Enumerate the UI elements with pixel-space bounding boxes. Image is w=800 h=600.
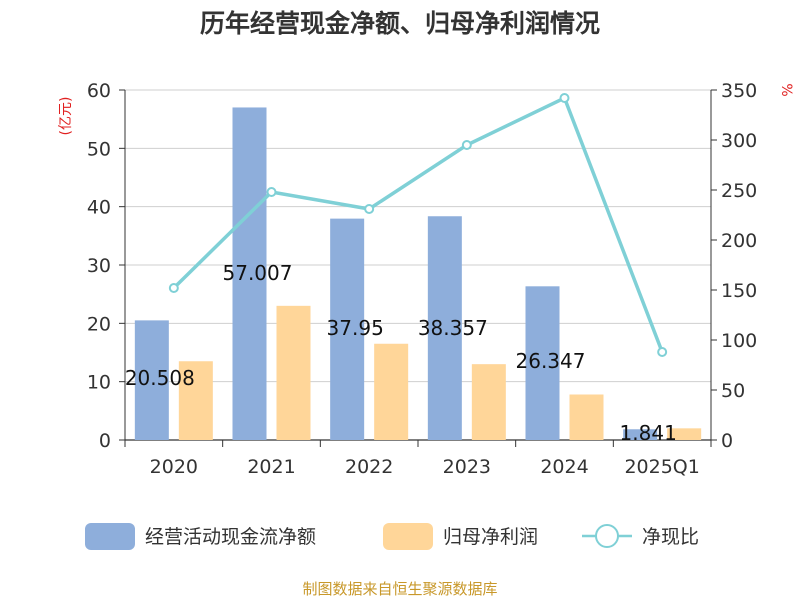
legend-label-0: 经营活动现金流净额: [145, 526, 316, 548]
right-tick-label: 0: [721, 430, 733, 452]
ratio-line-path: [172, 95, 664, 353]
right-tick-label: 100: [721, 330, 757, 352]
right-tick-label: 350: [721, 80, 757, 102]
right-tick-label: 250: [721, 180, 757, 202]
legend-label-2: 净现比: [642, 526, 699, 548]
data-label: 38.357: [418, 316, 488, 340]
data-label: 26.347: [516, 349, 586, 373]
legend-marker: [595, 524, 619, 548]
bar-0-1: [232, 107, 267, 440]
bar-1-2: [374, 343, 409, 440]
legend-label-1: 归母净利润: [443, 526, 538, 548]
data-labels: 20.508 57.007 37.95 38.357 26.347 1.841: [125, 261, 677, 445]
source-note: 制图数据来自恒生聚源数据库: [302, 580, 497, 598]
legend-swatch-1: [383, 523, 433, 550]
left-tick-label: 30: [87, 255, 111, 277]
ratio-point-1: [266, 187, 277, 197]
bar-1-4: [569, 394, 604, 440]
x-tick-label: 2022: [345, 456, 393, 478]
bar-0-3: [427, 216, 462, 440]
bar-1-3: [471, 364, 506, 440]
x-tick-label: 2024: [540, 456, 588, 478]
chart-title: 历年经营现金净额、归母净利润情况: [200, 9, 600, 38]
ratio-point-3: [461, 140, 472, 150]
gridlines: [125, 89, 711, 383]
legend: 经营活动现金流净额 归母净利润 净现比: [85, 523, 699, 550]
bar-1-5: [667, 428, 702, 440]
legend-swatch-0: [85, 523, 135, 550]
right-tick-label: 50: [721, 380, 745, 402]
right-axis-unit: %: [778, 83, 794, 96]
left-axis-unit: (亿元): [58, 97, 74, 136]
right-tick-label: 200: [721, 230, 757, 252]
ratio-line: [168, 93, 668, 357]
x-tick-label: 2020: [150, 456, 198, 478]
bar-0-0: [134, 320, 169, 440]
bar-0-5: [623, 429, 658, 440]
ratio-point-4: [559, 93, 570, 103]
left-tick-label: 40: [87, 197, 111, 219]
x-tick-label: 2021: [247, 456, 295, 478]
left-tick-label: 0: [99, 430, 111, 452]
left-tick-label: 20: [87, 313, 111, 335]
bar-1-1: [276, 305, 311, 440]
data-label: 37.95: [327, 316, 384, 340]
bar-1-0: [178, 361, 213, 440]
left-tick-label: 60: [87, 80, 111, 102]
left-tick-label: 50: [87, 138, 111, 160]
data-label: 20.508: [125, 366, 195, 390]
ratio-point-5: [657, 347, 668, 357]
right-tick-label: 150: [721, 280, 757, 302]
bars: [134, 107, 702, 440]
data-label: 57.007: [223, 261, 293, 285]
x-tick-label: 2025Q1: [624, 456, 699, 478]
ratio-point-0: [168, 283, 179, 293]
right-tick-label: 300: [721, 130, 757, 152]
left-tick-label: 10: [87, 372, 111, 394]
bar-0-2: [330, 218, 365, 440]
x-tick-label: 2023: [443, 456, 491, 478]
data-label: 1.841: [620, 421, 677, 445]
axes: 0 10 20 30 40 50 60 0 50 100 150 200 250 300 350 2020 20…: [87, 80, 757, 478]
ratio-point-2: [364, 204, 375, 214]
bar-0-4: [525, 286, 560, 440]
